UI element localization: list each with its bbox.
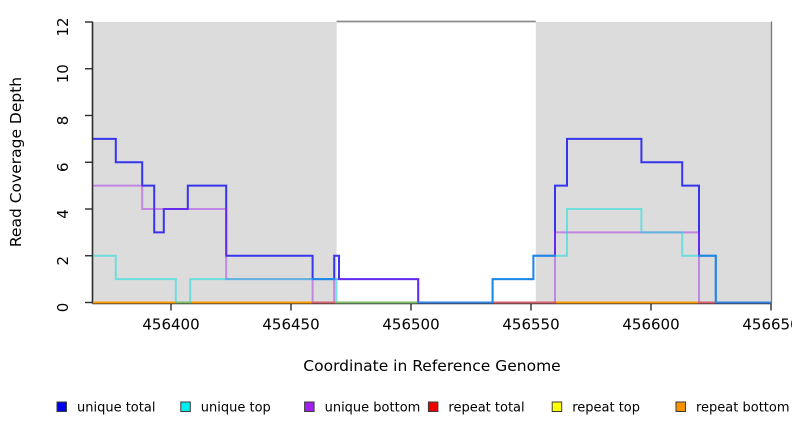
x-tick-label: 456550 — [502, 316, 559, 334]
legend-label: unique top — [201, 401, 271, 416]
legend-swatch-repeat-bottom — [675, 401, 686, 412]
x-tick-label: 456400 — [142, 316, 199, 334]
legend-swatch-unique-total — [56, 401, 67, 412]
y-tick-label: 12 — [54, 17, 72, 36]
legend-label: repeat bottom — [696, 401, 790, 416]
legend: unique total unique top unique bottom repea… — [56, 401, 790, 416]
y-tick-label: 0 — [54, 303, 72, 313]
y-tick-label: 6 — [54, 162, 72, 172]
legend-label: repeat top — [572, 401, 640, 416]
legend-item-unique-top: unique top — [180, 401, 271, 416]
legend-item-unique-bottom: unique bottom — [304, 401, 421, 416]
legend-label: unique bottom — [325, 401, 421, 416]
series-lines — [93, 137, 771, 304]
x-tick-label: 456450 — [262, 316, 319, 334]
legend-swatch-unique-top — [180, 401, 191, 412]
x-tick-label: 456600 — [622, 316, 679, 334]
y-axis-title: Read Coverage Depth — [7, 77, 25, 247]
legend-swatch-unique-bottom — [304, 401, 315, 412]
y-tick-label: 10 — [54, 64, 72, 83]
x-axis-title: Coordinate in Reference Genome — [303, 357, 560, 375]
y-tick-label: 8 — [54, 116, 72, 126]
y-tick-label: 2 — [54, 256, 72, 266]
legend-item-repeat-top: repeat top — [551, 401, 640, 416]
series-line-unique-total — [93, 137, 771, 304]
y-tick-label: 4 — [54, 209, 72, 219]
legend-swatch-repeat-total — [427, 401, 439, 412]
series-line-unique-bottom — [93, 184, 771, 304]
legend-item-unique-total: unique total — [56, 401, 155, 416]
x-tick-label: 456500 — [382, 316, 439, 334]
legend-item-repeat-total: repeat total — [427, 401, 525, 416]
legend-label: repeat total — [448, 401, 524, 416]
legend-item-repeat-bottom: repeat bottom — [675, 401, 790, 416]
series-line-unique-top — [93, 208, 771, 304]
legend-label: unique total — [77, 401, 155, 416]
legend-swatch-repeat-top — [551, 401, 563, 412]
